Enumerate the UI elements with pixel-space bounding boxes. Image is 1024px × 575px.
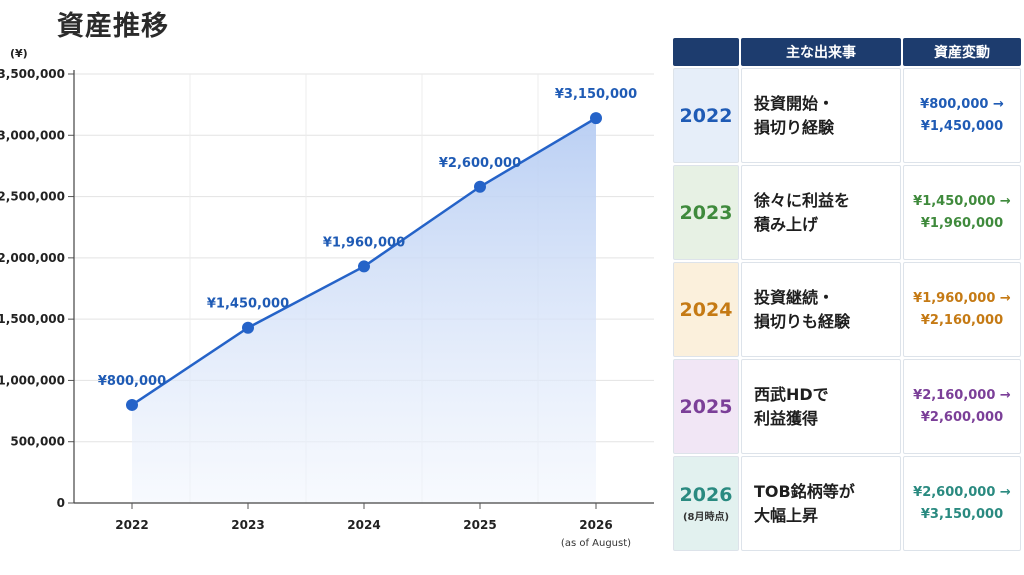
x-tick-note: (as of August) bbox=[561, 538, 631, 549]
row-asset-change: ¥800,000 → ¥1,450,000 bbox=[903, 68, 1021, 163]
data-point bbox=[474, 180, 486, 193]
asset-growth-chart: (¥) 0 500,000 1,000,000 1,500,000 2,000,000 2,… bbox=[0, 47, 654, 549]
table-header-row: 主な出来事 資産変動 bbox=[673, 38, 1021, 66]
x-tick-label: 2025 bbox=[463, 518, 496, 532]
page-title: 資産推移 bbox=[57, 11, 169, 42]
row-event: 投資継続・ 損切りも経験 bbox=[741, 262, 901, 357]
y-tick-label: 0 bbox=[57, 496, 65, 510]
data-point bbox=[590, 112, 602, 125]
table-row: 2024 投資継続・ 損切りも経験 ¥1,960,000 → ¥2,160,000 bbox=[673, 262, 1021, 357]
data-point bbox=[126, 398, 138, 411]
row-year-label: 2024 bbox=[679, 298, 733, 321]
data-point bbox=[242, 321, 254, 334]
table-row: 2026 (8月時点) TOB銘柄等が 大幅上昇 ¥2,600,000 → ¥3,15… bbox=[673, 456, 1021, 551]
table-row: 2025 西武HDで 利益獲得 ¥2,160,000 → ¥2,600,000 bbox=[673, 359, 1021, 454]
y-tick-label: 3,000,000 bbox=[0, 128, 65, 142]
x-tick-label: 2026 bbox=[579, 518, 612, 532]
row-event: TOB銘柄等が 大幅上昇 bbox=[741, 456, 901, 551]
row-asset-change: ¥1,450,000 → ¥1,960,000 bbox=[903, 165, 1021, 260]
header-change: 資産変動 bbox=[903, 38, 1021, 66]
table-row: 2022 投資開始・ 損切り経験 ¥800,000 → ¥1,450,000 bbox=[673, 68, 1021, 163]
row-year: 2022 bbox=[673, 68, 739, 163]
y-tick-label: 1,000,000 bbox=[0, 373, 65, 387]
row-year: 2023 bbox=[673, 165, 739, 260]
data-label: ¥3,150,000 bbox=[555, 87, 637, 102]
y-unit-label: (¥) bbox=[10, 47, 28, 60]
data-label: ¥1,450,000 bbox=[207, 297, 289, 312]
x-tick-label: 2022 bbox=[115, 518, 148, 532]
data-label: ¥800,000 bbox=[98, 374, 166, 389]
row-asset-change: ¥2,160,000 → ¥2,600,000 bbox=[903, 359, 1021, 454]
y-tick-label: 500,000 bbox=[10, 435, 65, 449]
row-year-label: 2026 bbox=[679, 484, 733, 506]
header-event: 主な出来事 bbox=[741, 38, 901, 66]
data-point bbox=[358, 260, 370, 273]
data-label: ¥1,960,000 bbox=[323, 235, 405, 250]
y-tick-label: 2,500,000 bbox=[0, 190, 65, 204]
row-year-label: 2023 bbox=[679, 201, 733, 224]
x-tick-label: 2024 bbox=[347, 518, 380, 532]
row-year-label: 2022 bbox=[679, 104, 733, 127]
header-year bbox=[673, 38, 739, 66]
row-year-note: (8月時点) bbox=[682, 512, 730, 523]
row-year: 2024 bbox=[673, 262, 739, 357]
data-label: ¥2,600,000 bbox=[439, 156, 521, 171]
row-year: 2025 bbox=[673, 359, 739, 454]
series-area bbox=[132, 118, 596, 503]
row-year-label: 2025 bbox=[679, 395, 733, 418]
row-event: 投資開始・ 損切り経験 bbox=[741, 68, 901, 163]
row-event: 西武HDで 利益獲得 bbox=[741, 359, 901, 454]
row-asset-change: ¥2,600,000 → ¥3,150,000 bbox=[903, 456, 1021, 551]
y-tick-label: 2,000,000 bbox=[0, 251, 65, 265]
y-tick-label: 3,500,000 bbox=[0, 67, 65, 81]
y-tick-label: 1,500,000 bbox=[0, 312, 65, 326]
row-asset-change: ¥1,960,000 → ¥2,160,000 bbox=[903, 262, 1021, 357]
x-tick-label: 2023 bbox=[231, 518, 264, 532]
table-row: 2023 徐々に利益を 積み上げ ¥1,450,000 → ¥1,960,000 bbox=[673, 165, 1021, 260]
row-year: 2026 (8月時点) bbox=[673, 456, 739, 551]
row-event: 徐々に利益を 積み上げ bbox=[741, 165, 901, 260]
events-table: 主な出来事 資産変動 2022 投資開始・ 損切り経験 ¥800,000 → ¥1,… bbox=[671, 36, 1023, 553]
